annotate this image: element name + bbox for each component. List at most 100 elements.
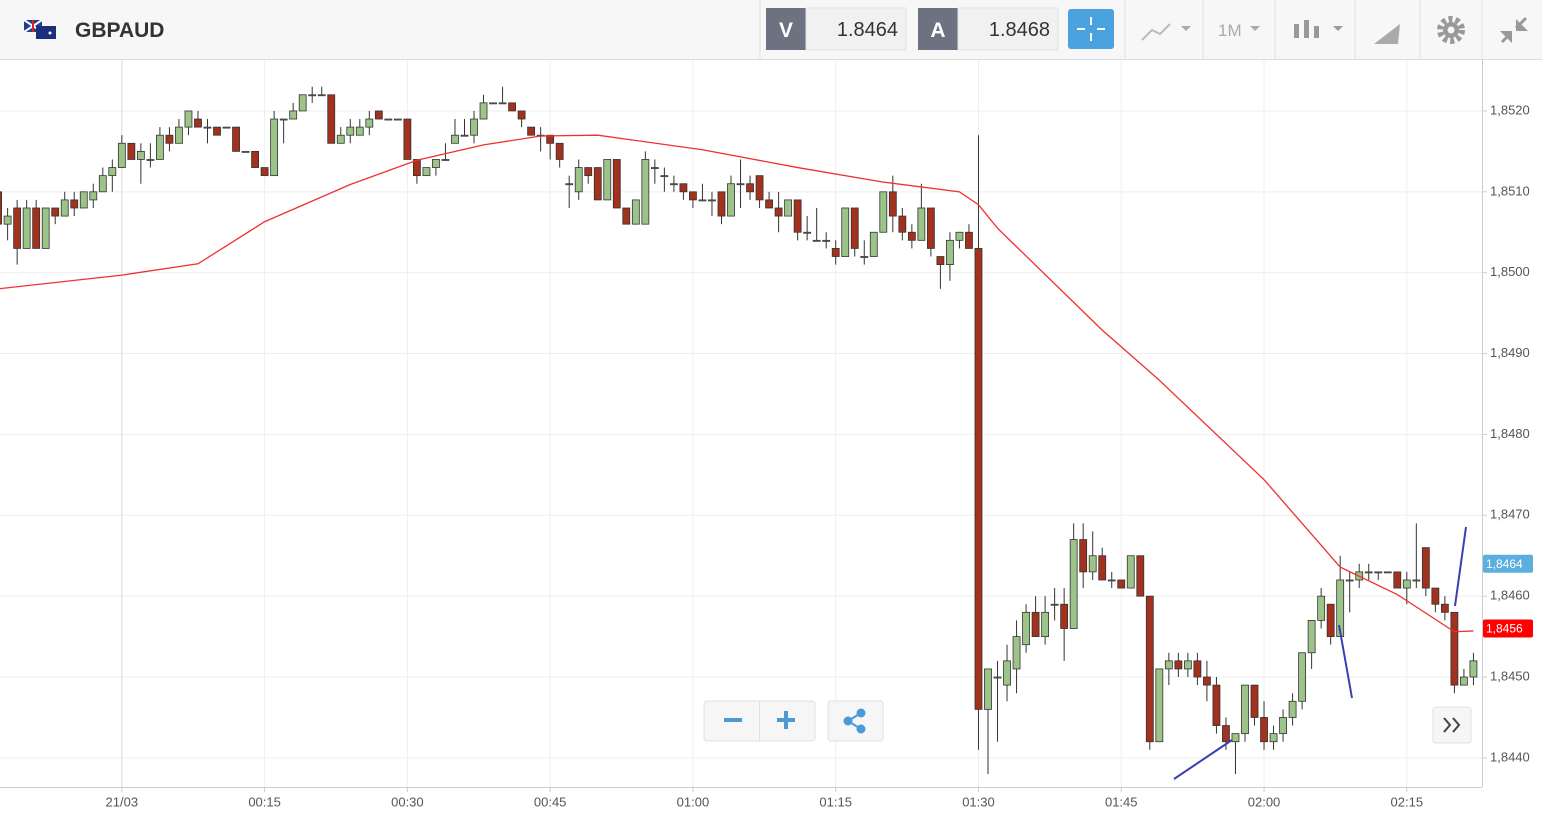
candle-body (89, 191, 98, 201)
candle-body (974, 248, 983, 710)
candle-body (555, 142, 564, 160)
candle-body (574, 167, 583, 193)
candle-body (1222, 725, 1230, 743)
candle-body (869, 231, 878, 257)
candle-body (660, 175, 669, 178)
candle-body (593, 167, 602, 201)
candle-body (812, 239, 821, 242)
y-tick-label: 1,8500 (1490, 264, 1530, 279)
candle-body (822, 239, 831, 242)
candle-body (136, 150, 145, 160)
candle-body (146, 159, 155, 161)
toolbar-separators (759, 0, 1483, 60)
candle-body (384, 118, 393, 121)
timeframe[interactable]: 1M (1218, 21, 1242, 40)
timeframe-caret (1250, 26, 1260, 31)
x-tick-label: 01:00 (677, 794, 710, 809)
candle-body (955, 231, 964, 241)
candle-body (1203, 676, 1211, 686)
candle-body (1326, 603, 1335, 637)
candle-body (355, 126, 364, 136)
candle-body (289, 110, 298, 120)
candle-body (727, 183, 735, 217)
sell-button[interactable] (766, 8, 806, 50)
settings-button[interactable] (1437, 16, 1465, 44)
candle-body (1098, 555, 1107, 581)
share-button[interactable] (843, 708, 866, 734)
zoom-in[interactable] (777, 711, 795, 729)
user-drawings (1173, 526, 1467, 780)
price-tag (1483, 619, 1533, 638)
flag (23, 19, 56, 39)
collapse-arrows (1500, 19, 1528, 43)
candle-body (117, 142, 126, 168)
candle-body (689, 191, 697, 201)
candle-body (1136, 555, 1145, 597)
candle-body (736, 183, 745, 186)
chart: 1,8440 1,8450 1,8460 1,8470 1,8480 1,8490 1,85… (0, 60, 1533, 809)
sell-label: V (779, 19, 793, 42)
candle-body (612, 159, 621, 209)
price-tag (1483, 554, 1533, 573)
sell-price: 1.8464 (837, 19, 898, 41)
candle-body (165, 134, 174, 144)
candle-body (1107, 579, 1116, 582)
candle-body (1079, 539, 1088, 573)
candle-body (850, 207, 859, 249)
crosshair-icon (1077, 17, 1105, 41)
candle-body (774, 207, 783, 217)
candle-body (584, 167, 593, 177)
chart-type-button[interactable] (1141, 23, 1191, 41)
candle-body (175, 126, 183, 144)
candle-body (1345, 579, 1354, 582)
draw-button[interactable] (1374, 24, 1400, 44)
y-tick-label: 1,8480 (1490, 426, 1530, 441)
candle-body (888, 191, 897, 217)
candle-body (841, 207, 850, 257)
scroll-end-button[interactable] (1432, 706, 1472, 744)
candle-body (1269, 733, 1278, 743)
candle-body (336, 134, 345, 144)
candle-body (860, 256, 869, 258)
candle-body (1279, 717, 1287, 735)
buy-price-box[interactable] (957, 7, 1059, 51)
candle-body (498, 102, 507, 105)
candle-body (317, 94, 326, 97)
candle-body (1450, 611, 1459, 686)
candle-body (1469, 660, 1478, 678)
candle-body (441, 159, 450, 161)
candle-body (232, 126, 240, 152)
candle-body (1003, 660, 1011, 686)
x-tick-label: 02:00 (1248, 794, 1281, 809)
zoom-out[interactable] (724, 718, 742, 722)
candle-body (1088, 555, 1097, 573)
x-tick-label: 01:30 (962, 794, 995, 809)
candle-body (374, 110, 383, 120)
candle-body (1364, 571, 1373, 574)
candle-body (1145, 595, 1154, 743)
y-tick-label: 1,8440 (1490, 749, 1530, 764)
candle-body (1440, 603, 1449, 613)
candle-body (879, 191, 888, 233)
grid (0, 60, 1487, 792)
sell-price-box[interactable] (805, 7, 907, 51)
candle-body (60, 199, 69, 217)
candle-body (1126, 555, 1135, 589)
candle-body (127, 142, 136, 160)
candle-body (1117, 579, 1126, 589)
crosshair-button[interactable] (1068, 9, 1114, 49)
buy-label: A (930, 19, 945, 42)
candle-body (327, 94, 336, 144)
candle-body (22, 207, 31, 249)
candle-body (1183, 660, 1192, 670)
candle-body (698, 199, 707, 202)
moving-average (0, 134, 1474, 633)
candle-body (0, 191, 2, 225)
candle-body (1412, 579, 1421, 582)
candle-body (1069, 539, 1078, 629)
candle-body (489, 102, 497, 105)
indicators-button[interactable] (1294, 20, 1343, 38)
candle-body (13, 207, 22, 249)
buy-button[interactable] (918, 8, 958, 50)
candle-body (1212, 684, 1221, 726)
